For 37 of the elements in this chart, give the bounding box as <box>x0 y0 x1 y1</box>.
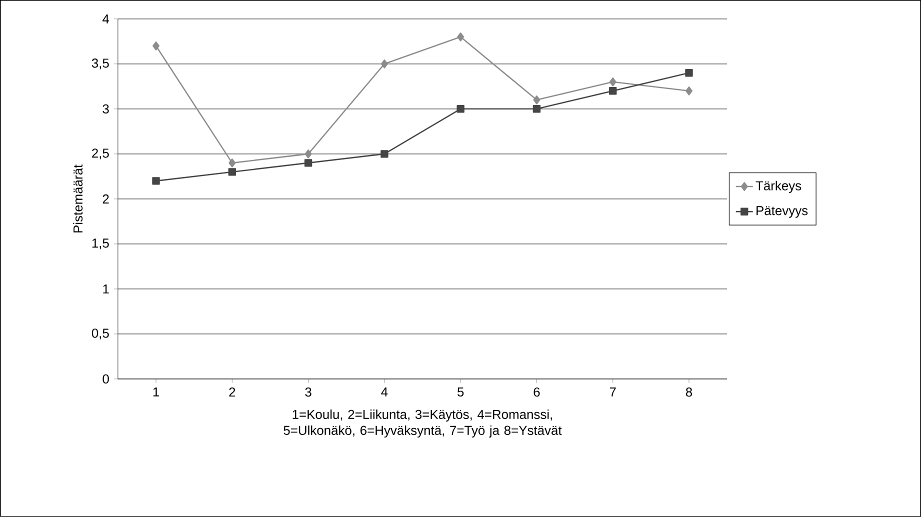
y-tick-label: 4 <box>102 14 110 24</box>
x-tick-label: 7 <box>610 388 616 396</box>
point <box>686 86 692 96</box>
point <box>685 69 693 77</box>
point <box>380 150 388 158</box>
point <box>457 32 464 42</box>
point <box>228 168 236 176</box>
point <box>304 150 312 158</box>
x-tick-label: 4 <box>381 388 388 396</box>
x-tick-label: 5 <box>457 388 464 397</box>
point <box>532 105 541 113</box>
legend-label: Tärkeys <box>756 180 802 193</box>
y-tick-label: 3,5 <box>92 58 109 70</box>
point <box>380 60 388 68</box>
point <box>533 96 540 104</box>
x-tick-label: 3 <box>305 388 312 397</box>
x-tick-label: 8 <box>686 388 692 397</box>
point <box>304 159 312 167</box>
y-tick-label: 1 <box>103 284 109 294</box>
y-tick-label: 3 <box>102 104 109 114</box>
point <box>609 87 617 95</box>
y-tick-label: 0 <box>102 374 109 384</box>
y-tick-label: 1,5 <box>92 238 109 250</box>
y-axis-title: Pistemäärät <box>73 164 83 232</box>
x-tick-label: 6 <box>534 388 540 397</box>
y-tick-label: 0,5 <box>92 328 109 340</box>
x-tick-label: 2 <box>229 388 236 397</box>
point <box>609 78 616 86</box>
y-tick-label: 2,5 <box>92 148 109 160</box>
legend-label: Pätevyys <box>756 206 808 218</box>
y-tick-label: 2 <box>102 194 109 204</box>
point <box>152 177 160 185</box>
x-axis-title: 1=Koulu, 2=Liikunta, 3=Käytös, 4=Romanssi, 5=Ulkonäkö, 6=Hyväksyntä, 7=Työ ja 8=Ystävät <box>284 410 562 438</box>
point <box>228 158 236 168</box>
point <box>152 41 160 50</box>
x-tick-label: 1 <box>153 388 159 396</box>
point <box>456 105 464 113</box>
